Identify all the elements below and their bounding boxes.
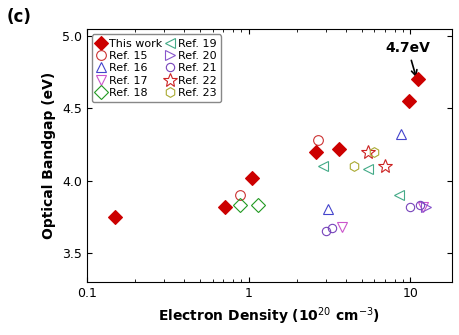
Text: 4.7eV: 4.7eV xyxy=(385,41,429,76)
Ref. 15 xyxy=(315,138,320,142)
Ref. 23 xyxy=(371,150,376,154)
This work xyxy=(405,99,411,103)
Ref. 19 xyxy=(395,193,401,197)
This work xyxy=(112,215,118,219)
Ref. 21 xyxy=(322,229,328,233)
Ref. 21 xyxy=(329,226,335,230)
This work xyxy=(249,176,254,180)
X-axis label: Electron Density (10$^{20}$ cm$^{-3}$): Electron Density (10$^{20}$ cm$^{-3}$) xyxy=(158,305,379,327)
Line: Ref. 19: Ref. 19 xyxy=(318,161,403,200)
Ref. 16 xyxy=(398,132,403,136)
Line: Ref. 18: Ref. 18 xyxy=(234,200,263,210)
Line: This work: This work xyxy=(110,75,422,221)
This work xyxy=(335,147,341,151)
Ref. 23 xyxy=(351,164,356,168)
This work xyxy=(222,205,228,209)
Line: Ref. 15: Ref. 15 xyxy=(234,135,323,200)
Ref. 21 xyxy=(416,203,422,207)
Ref. 21 xyxy=(407,205,412,209)
Ref. 22 xyxy=(382,164,387,168)
Ref. 22 xyxy=(365,150,370,154)
Line: Ref. 16: Ref. 16 xyxy=(323,130,405,214)
Ref. 16 xyxy=(325,207,330,211)
Ref. 17 xyxy=(339,225,344,229)
Line: Ref. 21: Ref. 21 xyxy=(321,201,423,235)
Ref. 19 xyxy=(320,164,325,168)
Ref. 15 xyxy=(236,193,242,197)
Ref. 18 xyxy=(255,203,261,207)
Text: (c): (c) xyxy=(7,8,32,26)
Y-axis label: Optical Bandgap (eV): Optical Bandgap (eV) xyxy=(42,72,56,239)
Ref. 18 xyxy=(236,203,242,207)
Ref. 19 xyxy=(365,167,370,171)
This work xyxy=(414,77,420,81)
Line: Ref. 23: Ref. 23 xyxy=(349,147,379,171)
Line: Ref. 17: Ref. 17 xyxy=(337,202,427,231)
Ref. 17 xyxy=(420,205,425,209)
Line: Ref. 22: Ref. 22 xyxy=(361,145,392,173)
This work xyxy=(312,150,318,154)
Legend: This work, Ref. 15, Ref. 16, Ref. 17, Ref. 18, Ref. 19, Ref. 20, Ref. 21, Ref. 2: This work, Ref. 15, Ref. 16, Ref. 17, Re… xyxy=(92,35,220,102)
